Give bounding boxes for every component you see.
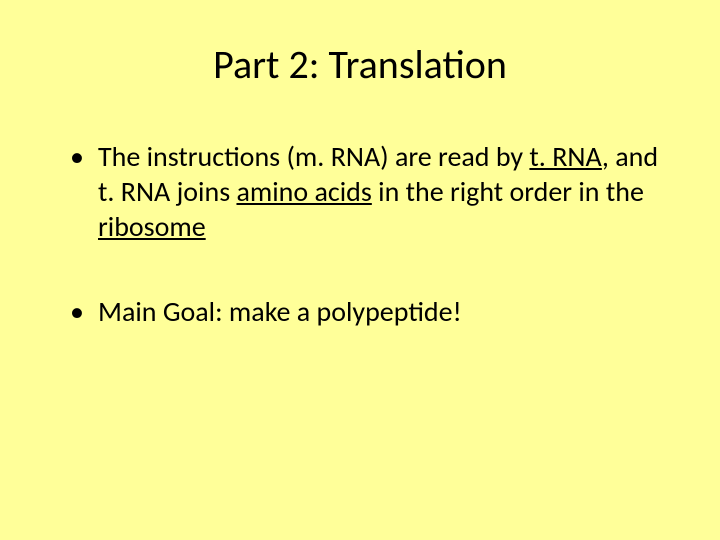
bullet-item: Main Goal: make a polypeptide!: [70, 294, 680, 329]
bullet-item: The instructions (m. RNA) are read by t.…: [70, 139, 680, 244]
slide-title: Part 2: Translation: [40, 40, 680, 89]
bullet-text: Main Goal: make a polypeptide!: [98, 294, 462, 329]
bullet-text-segment: in the right order in the: [372, 174, 644, 209]
underlined-term: t. RNA: [529, 139, 601, 174]
bullet-text-segment: The instructions (m. RNA) are read by: [98, 139, 529, 174]
underlined-term: ribosome: [98, 209, 206, 244]
underlined-term: amino acids: [236, 174, 371, 209]
slide: Part 2: Translation The instructions (m.…: [0, 0, 720, 540]
slide-content: The instructions (m. RNA) are read by t.…: [40, 139, 680, 329]
